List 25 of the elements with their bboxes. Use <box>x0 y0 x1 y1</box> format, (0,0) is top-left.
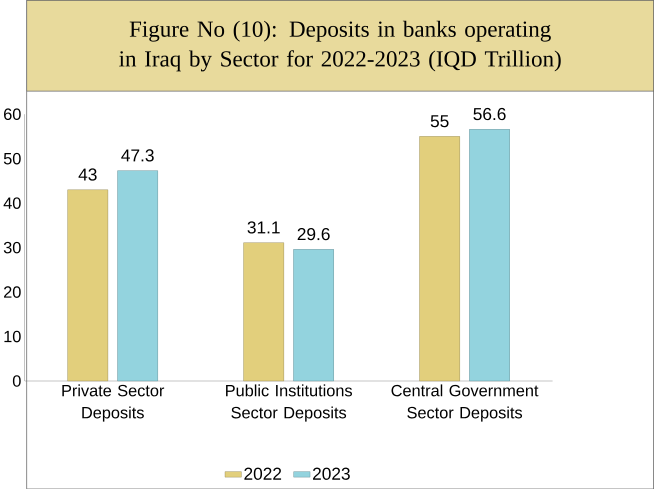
y-tick-label: 60 <box>4 108 21 120</box>
x-tick-label: Public Institutions Sector Deposits <box>226 384 352 422</box>
bar <box>117 170 158 381</box>
x-tick-label: Private Sector Deposits <box>62 384 164 422</box>
data-label: 29.6 <box>298 228 330 240</box>
data-label: 55 <box>430 115 449 128</box>
bar <box>243 242 284 381</box>
y-tick-label: 40 <box>4 197 21 209</box>
bar <box>469 128 510 381</box>
y-tick-label: 0 <box>12 375 21 387</box>
legend-label: 2023 <box>313 467 350 480</box>
x-tick-label: Central Government Sector Deposits <box>392 384 538 422</box>
data-label: 47.3 <box>121 149 154 162</box>
legend-label: 2022 <box>244 467 282 480</box>
chart-title: Figure No (10): Deposits in banks operating in Iraq by Sector for 2022-2023 (IQD Trillion) <box>119 20 561 72</box>
y-tick-label: 10 <box>4 330 21 342</box>
bar <box>67 189 108 381</box>
y-tick-label: 20 <box>4 286 21 298</box>
y-tick-label: 30 <box>4 242 21 254</box>
data-label: 43 <box>78 168 97 180</box>
bar <box>293 248 334 381</box>
data-label: 56.6 <box>473 108 506 120</box>
bar <box>419 136 460 381</box>
data-label: 31.1 <box>248 221 280 234</box>
y-tick-label: 50 <box>4 152 21 164</box>
